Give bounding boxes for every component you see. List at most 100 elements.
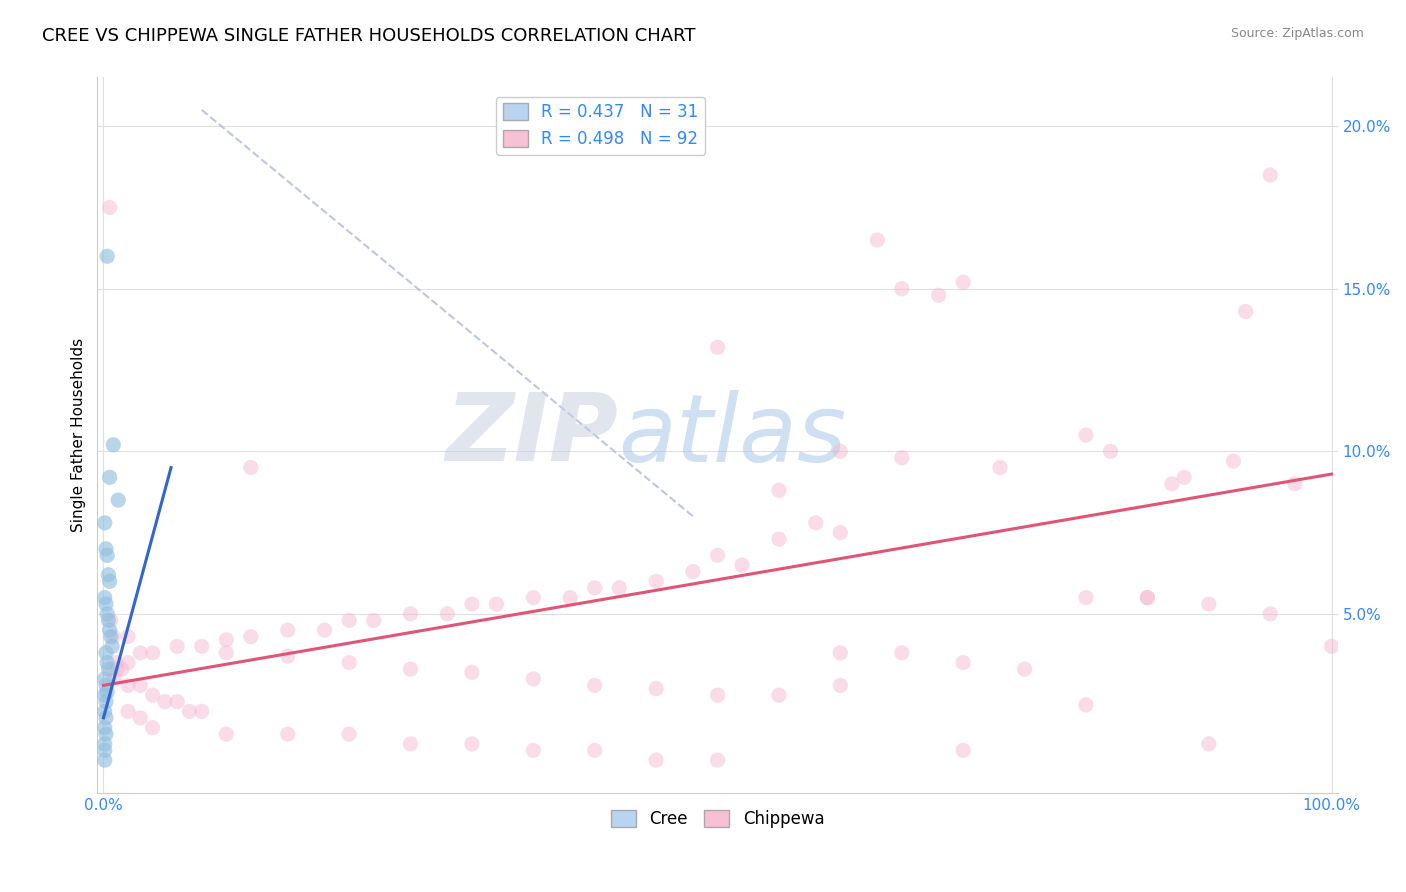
Point	[1161, 476, 1184, 491]
Point	[706, 688, 728, 702]
Point	[461, 665, 484, 680]
Point	[522, 672, 544, 686]
Point	[522, 743, 544, 757]
Point	[142, 721, 165, 735]
Point	[314, 623, 336, 637]
Point	[583, 581, 606, 595]
Point	[830, 646, 852, 660]
Point	[731, 558, 754, 573]
Point	[522, 591, 544, 605]
Point	[1074, 591, 1097, 605]
Point	[1074, 698, 1097, 712]
Point	[337, 656, 360, 670]
Point	[485, 597, 508, 611]
Point	[104, 656, 127, 670]
Y-axis label: Single Father Households: Single Father Households	[72, 338, 86, 533]
Text: CREE VS CHIPPEWA SINGLE FATHER HOUSEHOLDS CORRELATION CHART: CREE VS CHIPPEWA SINGLE FATHER HOUSEHOLD…	[42, 27, 696, 45]
Point	[583, 743, 606, 757]
Point	[93, 705, 115, 719]
Point	[1198, 597, 1220, 611]
Point	[190, 705, 212, 719]
Point	[94, 727, 117, 741]
Point	[94, 678, 117, 692]
Point	[560, 591, 582, 605]
Point	[100, 630, 122, 644]
Point	[111, 662, 134, 676]
Point	[129, 678, 152, 692]
Point	[96, 685, 118, 699]
Point	[952, 656, 974, 670]
Point	[399, 662, 422, 676]
Text: Source: ZipAtlas.com: Source: ZipAtlas.com	[1230, 27, 1364, 40]
Text: atlas: atlas	[619, 390, 846, 481]
Point	[461, 737, 484, 751]
Point	[93, 737, 115, 751]
Point	[706, 340, 728, 354]
Point	[94, 541, 117, 556]
Point	[101, 662, 124, 676]
Point	[94, 646, 117, 660]
Point	[830, 678, 852, 692]
Point	[93, 743, 115, 757]
Point	[337, 613, 360, 627]
Point	[215, 632, 238, 647]
Point	[830, 444, 852, 458]
Point	[129, 711, 152, 725]
Point	[117, 656, 139, 670]
Point	[645, 681, 668, 696]
Point	[1222, 454, 1244, 468]
Point	[890, 450, 912, 465]
Point	[96, 607, 118, 621]
Point	[1173, 470, 1195, 484]
Text: ZIP: ZIP	[446, 389, 619, 481]
Point	[97, 662, 120, 676]
Point	[117, 630, 139, 644]
Point	[142, 688, 165, 702]
Point	[93, 721, 115, 735]
Point	[94, 711, 117, 725]
Point	[277, 649, 299, 664]
Point	[1014, 662, 1036, 676]
Point	[337, 727, 360, 741]
Point	[890, 646, 912, 660]
Point	[583, 678, 606, 692]
Point	[100, 613, 122, 627]
Point	[215, 727, 238, 741]
Point	[96, 549, 118, 563]
Point	[928, 288, 950, 302]
Point	[399, 607, 422, 621]
Point	[98, 201, 121, 215]
Point	[166, 695, 188, 709]
Point	[98, 623, 121, 637]
Point	[1258, 168, 1281, 182]
Point	[277, 623, 299, 637]
Point	[98, 470, 121, 484]
Point	[952, 743, 974, 757]
Point	[96, 249, 118, 263]
Point	[166, 640, 188, 654]
Legend: Cree, Chippewa: Cree, Chippewa	[605, 803, 831, 834]
Point	[277, 727, 299, 741]
Point	[706, 753, 728, 767]
Point	[1234, 304, 1257, 318]
Point	[239, 460, 262, 475]
Point	[96, 656, 118, 670]
Point	[399, 737, 422, 751]
Point	[98, 574, 121, 589]
Point	[93, 753, 115, 767]
Point	[1099, 444, 1122, 458]
Point	[988, 460, 1011, 475]
Point	[1320, 640, 1343, 654]
Point	[97, 567, 120, 582]
Point	[93, 672, 115, 686]
Point	[645, 574, 668, 589]
Point	[179, 705, 201, 719]
Point	[436, 607, 458, 621]
Point	[93, 516, 115, 530]
Point	[94, 597, 117, 611]
Point	[117, 678, 139, 692]
Point	[607, 581, 630, 595]
Point	[103, 672, 125, 686]
Point	[1074, 428, 1097, 442]
Point	[142, 646, 165, 660]
